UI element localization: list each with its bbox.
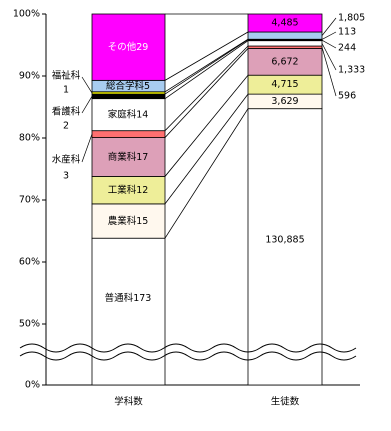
leader-line [81, 133, 93, 163]
bar-segment [91, 98, 166, 132]
data-label: 2 [63, 121, 69, 132]
data-label-value: 173 [133, 293, 151, 304]
leader-line [321, 39, 337, 49]
data-label: その他29 [108, 41, 149, 53]
data-label: 商業科17 [108, 150, 149, 162]
data-label: 1,805 [338, 13, 365, 24]
data-label-name: 商業科 [108, 150, 137, 162]
data-label-value: 29 [136, 42, 148, 53]
data-label-name: 総合学科 [106, 80, 145, 92]
bar-segment [247, 13, 323, 33]
bar-segment [91, 93, 166, 100]
leader-line [321, 17, 337, 36]
series-line [164, 40, 249, 99]
series-line [164, 108, 249, 239]
data-label: 工業科12 [108, 184, 149, 196]
series-line [164, 31, 249, 81]
bar-segment [91, 176, 166, 205]
series-line [164, 48, 249, 138]
data-label-value: 12 [136, 185, 148, 196]
data-label: 113 [338, 27, 356, 38]
bar-segment [247, 48, 323, 76]
bar-segment [247, 40, 323, 47]
data-label-name: 普通科 [105, 292, 134, 304]
leader-line [81, 96, 93, 114]
data-label: 3 [63, 171, 69, 182]
x-tick-label: 学科数 [114, 396, 143, 408]
data-label-name: 農業科 [108, 215, 137, 227]
data-label-value: 15 [136, 216, 148, 227]
data-label-value: 14 [136, 109, 148, 120]
leader-line [321, 43, 337, 71]
leader-line [321, 47, 337, 97]
bar-segment [247, 31, 323, 40]
data-label: 3,629 [271, 96, 298, 107]
bar-segment [91, 13, 166, 81]
data-label: 家庭科14 [108, 108, 149, 120]
bar-segment [91, 203, 166, 239]
bar-segment [91, 137, 166, 177]
bar-segment [247, 108, 323, 386]
leader-line [81, 76, 93, 94]
series-line [164, 45, 249, 131]
data-label-value: 17 [136, 151, 148, 162]
data-label-name: 福祉科 [52, 70, 81, 82]
bar-segment [91, 237, 166, 386]
data-label-name: 家庭科 [108, 108, 137, 120]
y-tick-label: 50% [19, 319, 40, 330]
axis-break [19, 343, 357, 353]
data-label: 244 [338, 43, 356, 54]
data-label: 4,715 [271, 79, 298, 90]
data-label: 4,485 [271, 18, 298, 29]
y-tick-label: 60% [19, 257, 40, 268]
x-tick-label: 生徒数 [271, 396, 300, 408]
y-tick-label: 100% [13, 9, 40, 20]
series-line [164, 74, 249, 177]
data-label: 6,672 [271, 56, 298, 67]
series-line [164, 93, 249, 205]
data-label: 農業科15 [108, 215, 149, 227]
data-label: 1 [63, 85, 69, 96]
leader-line [321, 31, 337, 40]
data-label: 総合学科5 [106, 80, 150, 92]
data-label: 普通科173 [105, 292, 152, 304]
data-label-name: 水産科 [52, 154, 81, 166]
series-line [164, 39, 249, 95]
data-label-name: 工業科 [108, 184, 137, 196]
y-tick-label: 90% [19, 71, 40, 82]
data-label: 596 [338, 91, 356, 102]
data-label-name: 看護科 [52, 106, 81, 118]
data-label-value: 5 [144, 81, 150, 92]
data-label-name: その他 [108, 41, 137, 53]
axis-break [19, 351, 357, 361]
y-tick-label: 80% [19, 133, 40, 144]
data-label: 1,333 [338, 65, 365, 76]
y-tick-label: 70% [19, 195, 40, 206]
data-label: 130,885 [265, 235, 304, 246]
y-tick-label: 0% [25, 380, 40, 391]
series-line [164, 38, 249, 93]
bar-segment [91, 130, 166, 138]
